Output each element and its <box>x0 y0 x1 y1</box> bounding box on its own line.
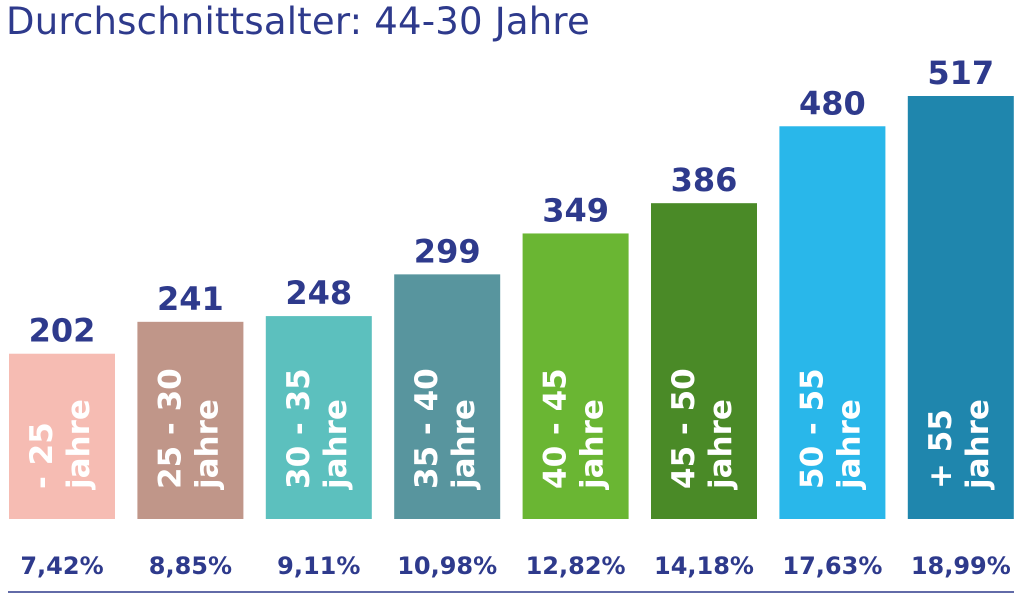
category-labels-group: - 25 jahre 25 - 30 jahre 30 - 35 jahre 35 - 40… <box>24 368 996 491</box>
value-label-1: 202 <box>29 312 96 350</box>
value-labels-group: 202 241 248 299 349 386 480 517 <box>29 54 995 350</box>
category-label-3: 30 - 35 jahre <box>281 368 354 491</box>
percentage-label-6: 14,18% <box>654 552 754 580</box>
category-line1-7: 50 - 55 <box>794 368 830 489</box>
category-line2-4: jahre <box>446 399 482 491</box>
category-label-7: 50 - 55 jahre <box>794 368 867 491</box>
percentage-label-2: 8,85% <box>149 552 232 580</box>
bar-4 <box>394 274 501 519</box>
value-label-7: 480 <box>799 84 866 122</box>
category-line2-5: jahre <box>575 399 611 491</box>
category-line2-6: jahre <box>703 399 739 491</box>
category-line1-2: 25 - 30 <box>152 368 188 489</box>
category-label-8: + 55 jahre <box>923 399 996 491</box>
percentage-label-1: 7,42% <box>20 552 103 580</box>
category-line2-2: jahre <box>189 399 225 491</box>
category-label-1: - 25 jahre <box>24 399 97 491</box>
category-label-2: 25 - 30 jahre <box>152 368 225 491</box>
bar-8 <box>907 96 1014 519</box>
category-line1-5: 40 - 45 <box>538 368 574 489</box>
category-label-6: 45 - 50 jahre <box>666 368 739 491</box>
category-line1-4: 35 - 40 <box>409 368 445 489</box>
bar-6 <box>651 203 757 519</box>
value-label-5: 349 <box>542 191 609 229</box>
value-label-4: 299 <box>414 232 481 270</box>
chart-title: Durchschnittsalter: 44-30 Jahre <box>6 0 590 43</box>
percentage-label-3: 9,11% <box>277 552 360 580</box>
value-label-3: 248 <box>285 274 352 312</box>
category-line1-3: 30 - 35 <box>281 368 317 489</box>
percentage-labels-group: 7,42% 8,85% 9,11% 10,98% 12,82% 14,18% 17,63% 1… <box>20 552 1010 580</box>
category-line2-7: jahre <box>831 399 867 491</box>
category-line2-8: jahre <box>960 399 996 491</box>
category-line1-1: - 25 <box>24 422 60 489</box>
value-label-8: 517 <box>927 54 994 92</box>
percentage-label-4: 10,98% <box>397 552 497 580</box>
bars-group <box>9 96 1014 520</box>
category-label-5: 40 - 45 jahre <box>538 368 611 491</box>
bar-3 <box>265 316 372 519</box>
category-line2-1: jahre <box>61 399 97 491</box>
value-label-6: 386 <box>671 161 738 199</box>
percentage-label-7: 17,63% <box>782 552 882 580</box>
bar-7 <box>779 126 886 519</box>
category-label-4: 35 - 40 jahre <box>409 368 482 491</box>
bar-5 <box>522 233 629 520</box>
category-line2-3: jahre <box>318 399 354 491</box>
bar-1 <box>9 353 115 519</box>
percentage-label-5: 12,82% <box>526 552 626 580</box>
percentage-label-8: 18,99% <box>911 552 1011 580</box>
category-line1-6: 45 - 50 <box>666 368 702 489</box>
value-label-2: 241 <box>157 280 224 318</box>
bar-2 <box>137 321 244 519</box>
category-line1-8: + 55 <box>923 409 959 489</box>
